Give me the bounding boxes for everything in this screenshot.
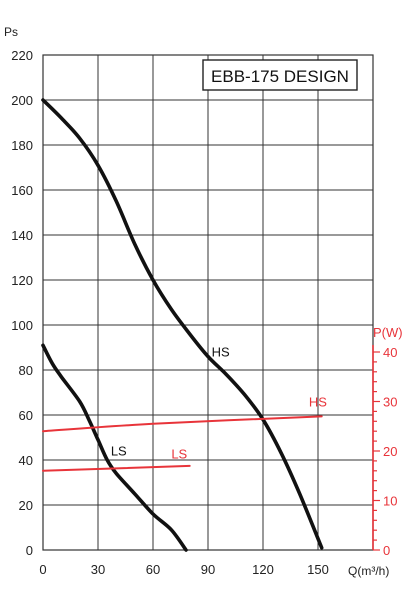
y-tick-label-right: 10 — [383, 494, 397, 509]
y-tick-label-left: 220 — [11, 48, 33, 63]
curves-layer — [41, 98, 324, 552]
x-tick-label: 90 — [201, 562, 215, 577]
y-axis-right-title: P(W) — [373, 325, 403, 340]
y-tick-label-left: 160 — [11, 183, 33, 198]
labels-layer: 0 30 60 90 120 150020406080100120140160180200… — [11, 48, 397, 577]
y-tick-label-right: 20 — [383, 444, 397, 459]
x-tick-label: 150 — [307, 562, 329, 577]
y-axis-left-title: Ps — [4, 25, 18, 39]
chart-title: EBB-175 DESIGN — [211, 67, 349, 86]
y-tick-label-left: 40 — [19, 453, 33, 468]
y-tick-label-left: 100 — [11, 318, 33, 333]
y-tick-label-left: 20 — [19, 498, 33, 513]
y-tick-label-right: 0 — [383, 543, 390, 558]
x-tick-label: 60 — [146, 562, 160, 577]
pressure-curve-label-hs: HS — [212, 345, 230, 360]
y-tick-label-left: 80 — [19, 363, 33, 378]
y-tick-label-left: 60 — [19, 408, 33, 423]
y-tick-label-right: 30 — [383, 395, 397, 410]
y-tick-label-left: 180 — [11, 138, 33, 153]
axes-layer — [372, 345, 380, 551]
x-tick-label: 120 — [252, 562, 274, 577]
y-tick-label-left: 0 — [26, 543, 33, 558]
x-tick-label: 30 — [91, 562, 105, 577]
power-curve-label-hs: HS — [309, 394, 327, 409]
x-tick-label: 0 — [39, 562, 46, 577]
power-curve-label-ls: LS — [171, 446, 187, 461]
y-tick-label-left: 120 — [11, 273, 33, 288]
pressure-curve-ls — [41, 343, 188, 552]
power-curve-hs — [42, 415, 323, 433]
chart-title-box: EBB-175 DESIGN — [202, 59, 358, 91]
chart-title-frame — [202, 59, 358, 91]
pressure-curve-hs — [41, 98, 324, 550]
grid-layer — [42, 54, 374, 551]
pressure-curve-label-ls: LS — [111, 444, 127, 459]
power-curve-ls — [42, 464, 191, 472]
y-tick-label-right: 40 — [383, 345, 397, 360]
y-tick-label-left: 200 — [11, 93, 33, 108]
x-axis-title: Q(m³/h) — [348, 564, 389, 578]
y-tick-label-left: 140 — [11, 228, 33, 243]
